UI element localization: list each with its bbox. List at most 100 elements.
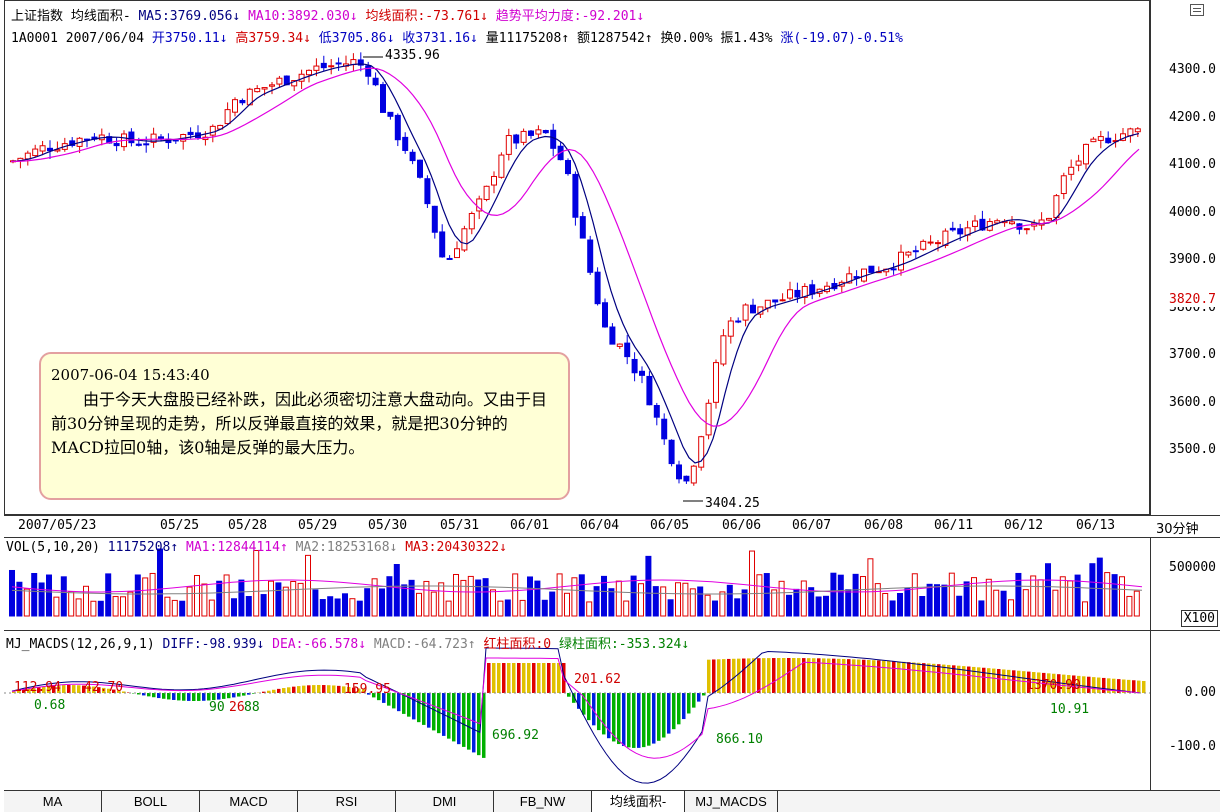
tab-ma-area[interactable]: 均线面积- xyxy=(592,791,685,812)
volume-bar xyxy=(482,578,489,617)
volume-bar xyxy=(201,583,208,617)
volume-bar xyxy=(275,582,282,617)
candlestick-chart[interactable] xyxy=(5,1,1151,516)
tab-rsi[interactable]: RSI xyxy=(298,791,396,812)
macd-bar xyxy=(1052,673,1056,693)
volume-bar xyxy=(808,587,815,617)
volume-bar xyxy=(253,550,260,617)
candle-body xyxy=(143,143,150,146)
volume-bar xyxy=(1000,590,1007,617)
volume-bar xyxy=(1133,590,1140,617)
indicator-tabs: MA BOLL MACD RSI DMI FB_NW 均线面积- MJ_MACD… xyxy=(4,790,1220,812)
candle-body xyxy=(631,358,638,374)
macd-bar xyxy=(792,658,796,693)
volume-bar xyxy=(630,575,637,617)
macd-annotation: 26 xyxy=(229,700,245,715)
candle-body xyxy=(535,129,542,135)
price-header-field: MA10:3892.030↓ xyxy=(248,9,366,24)
macd-annotation: 159.95 xyxy=(344,682,391,697)
volume-bar xyxy=(112,596,119,617)
candle-body xyxy=(653,405,660,418)
period-label[interactable]: 30分钟 xyxy=(1156,522,1199,537)
candle-body xyxy=(394,114,401,141)
macd-bar xyxy=(1122,679,1126,693)
candle-body xyxy=(705,402,712,436)
tab-macd[interactable]: MACD xyxy=(200,791,298,812)
candle-body xyxy=(565,160,571,175)
candle-body xyxy=(727,320,734,337)
volume-bar xyxy=(800,580,807,617)
macd-chart[interactable]: 112.94 0.68 42.70 90 26 88 159.95 696.92 201.62 8… xyxy=(4,631,1150,791)
volume-bar xyxy=(519,599,526,617)
macd-bar xyxy=(517,663,521,693)
tab-dmi[interactable]: DMI xyxy=(396,791,494,812)
tab-ma[interactable]: MA xyxy=(4,791,102,812)
price-header-field: 量11175208↑ xyxy=(485,31,577,46)
macd-bar xyxy=(572,693,576,703)
panel-toggle-icon[interactable] xyxy=(1190,4,1204,16)
volume-bar xyxy=(638,583,644,617)
macd-bar xyxy=(817,658,821,693)
candle-body xyxy=(661,418,668,440)
candle-body xyxy=(764,299,771,309)
price-chart-panel[interactable]: 上证指数 均线面积- MA5:3769.056↓ MA10:3892.030↓ … xyxy=(4,0,1150,515)
candle-body xyxy=(402,136,409,151)
volume-bar xyxy=(778,580,785,617)
macd-tick: -100.0 xyxy=(1169,739,1216,754)
macd-bar xyxy=(472,693,476,753)
macd-bar xyxy=(247,693,251,695)
volume-ma2-line xyxy=(11,585,1143,595)
volume-bar xyxy=(882,593,889,617)
candle-body xyxy=(47,147,53,152)
volume-bar xyxy=(186,586,193,617)
macd-panel[interactable]: 112.94 0.68 42.70 90 26 88 159.95 696.92 201.62 8… xyxy=(4,630,1150,790)
tab-boll[interactable]: BOLL xyxy=(102,791,200,812)
macd-bar xyxy=(577,693,581,709)
macd-bar xyxy=(152,693,156,698)
macd-bar xyxy=(612,693,616,742)
price-header-field: 低3705.86↓ xyxy=(318,31,403,46)
volume-bar xyxy=(734,598,741,617)
candle-body xyxy=(387,111,394,117)
macd-bar xyxy=(92,686,96,693)
macd-bar xyxy=(802,658,806,693)
macd-bar xyxy=(1007,669,1011,693)
volume-bar xyxy=(823,595,829,617)
macd-bar xyxy=(22,689,26,693)
price-header-field: 收3731.16↓ xyxy=(402,31,486,46)
volume-bar xyxy=(38,582,45,617)
macd-bar xyxy=(827,658,831,693)
price-header-field: 额1287542↑ xyxy=(576,31,661,46)
candle-body xyxy=(698,436,705,468)
volume-chart[interactable] xyxy=(4,538,1150,630)
volume-bar xyxy=(490,589,496,617)
volume-bar xyxy=(68,591,75,617)
tab-fb-nw[interactable]: FB_NW xyxy=(494,791,592,812)
candle-body xyxy=(239,99,246,104)
macd-bar xyxy=(917,662,921,693)
macd-bar xyxy=(882,660,886,693)
volume-bar xyxy=(134,574,141,617)
candle-body xyxy=(232,99,238,113)
macd-bar xyxy=(67,685,71,693)
volume-bar xyxy=(512,573,519,617)
volume-bar xyxy=(652,586,659,617)
volume-bar xyxy=(75,598,82,617)
candle-body xyxy=(39,145,46,152)
candle-body xyxy=(742,304,749,321)
macd-bar xyxy=(327,685,331,693)
volume-bar xyxy=(164,596,171,617)
price-header-field: 开3750.11↓ xyxy=(151,31,236,46)
macd-bar xyxy=(117,690,121,693)
macd-axis: 0.00 -100.0 xyxy=(1150,630,1220,790)
volume-panel[interactable]: VOL(5,10,20) 11175208↑ MA1:12844114↑ MA2… xyxy=(4,538,1150,630)
tab-mj-macds[interactable]: MJ_MACDS xyxy=(685,791,778,812)
candle-body xyxy=(935,242,941,245)
volume-bar xyxy=(919,596,926,617)
volume-bar xyxy=(1104,572,1111,617)
candle-body xyxy=(898,251,904,271)
candle-body xyxy=(949,227,956,231)
annotation-timestamp: 2007-06-04 15:43:40 xyxy=(51,366,210,384)
price-header-field: 趋势平均力度:-92.201↓ xyxy=(495,9,645,24)
macd-bar xyxy=(347,686,351,693)
